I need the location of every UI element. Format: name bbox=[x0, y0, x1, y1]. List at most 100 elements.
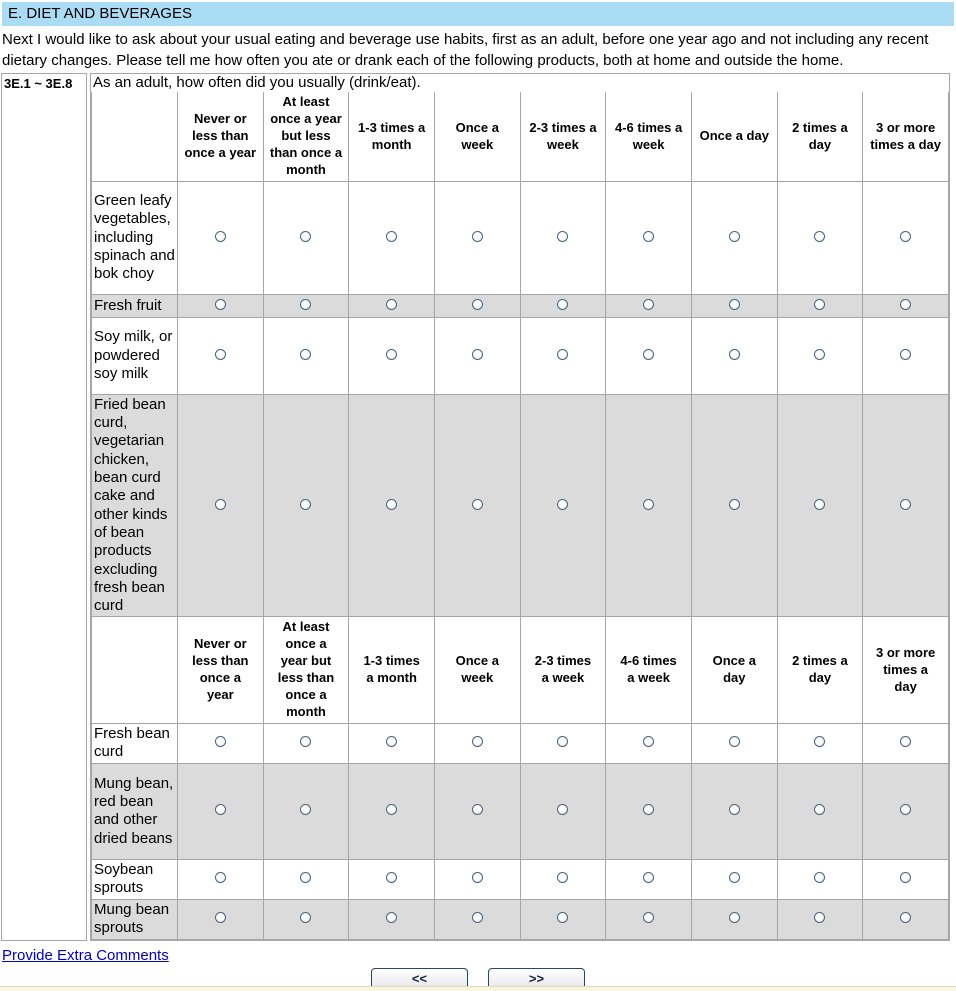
radio-button[interactable] bbox=[900, 298, 912, 310]
radio-button[interactable] bbox=[643, 736, 655, 748]
radio-button[interactable] bbox=[557, 348, 569, 360]
radio-button[interactable] bbox=[386, 498, 398, 510]
radio-button[interactable] bbox=[214, 498, 226, 510]
radio-button[interactable] bbox=[214, 736, 226, 748]
radio-button[interactable] bbox=[814, 804, 826, 816]
radio-button[interactable] bbox=[471, 348, 483, 360]
radio-button[interactable] bbox=[557, 298, 569, 310]
radio-button[interactable] bbox=[386, 872, 398, 884]
radio-button[interactable] bbox=[471, 230, 483, 242]
radio-cell bbox=[776, 293, 864, 318]
radio-cell bbox=[348, 858, 435, 900]
radio-button[interactable] bbox=[728, 872, 740, 884]
radio-cell bbox=[519, 180, 607, 295]
table-row: Soybean sprouts bbox=[91, 858, 949, 900]
radio-button[interactable] bbox=[814, 298, 826, 310]
radio-button[interactable] bbox=[300, 498, 312, 510]
radio-button[interactable] bbox=[643, 804, 655, 816]
radio-cell bbox=[690, 762, 778, 860]
column-header: Once a week bbox=[433, 92, 521, 182]
radio-button[interactable] bbox=[300, 804, 312, 816]
radio-button[interactable] bbox=[386, 736, 398, 748]
radio-button[interactable] bbox=[728, 804, 740, 816]
frequency-grid: Never or less than once a year At least o… bbox=[91, 92, 949, 940]
radio-cell bbox=[519, 393, 607, 618]
radio-button[interactable] bbox=[814, 872, 826, 884]
header-row-repeat: Never or less than once a year At least o… bbox=[91, 616, 949, 724]
radio-button[interactable] bbox=[471, 498, 483, 510]
radio-button[interactable] bbox=[900, 804, 912, 816]
radio-cell bbox=[776, 316, 864, 395]
radio-button[interactable] bbox=[471, 872, 483, 884]
radio-button[interactable] bbox=[814, 912, 826, 924]
radio-button[interactable] bbox=[471, 804, 483, 816]
radio-button[interactable] bbox=[728, 912, 740, 924]
corner-cell bbox=[91, 92, 178, 182]
radio-cell bbox=[262, 722, 350, 764]
radio-button[interactable] bbox=[300, 298, 312, 310]
radio-button[interactable] bbox=[471, 912, 483, 924]
radio-cell bbox=[177, 898, 264, 940]
radio-cell bbox=[262, 898, 350, 940]
column-header: 3 or more times a day bbox=[862, 92, 949, 182]
radio-button[interactable] bbox=[471, 298, 483, 310]
radio-button[interactable] bbox=[900, 348, 912, 360]
radio-button[interactable] bbox=[386, 804, 398, 816]
radio-cell bbox=[605, 316, 692, 395]
column-header: Never or less than once a year bbox=[177, 92, 264, 182]
radio-button[interactable] bbox=[214, 804, 226, 816]
radio-button[interactable] bbox=[814, 230, 826, 242]
radio-button[interactable] bbox=[728, 736, 740, 748]
radio-cell bbox=[433, 858, 521, 900]
radio-button[interactable] bbox=[643, 298, 655, 310]
radio-button[interactable] bbox=[643, 912, 655, 924]
radio-button[interactable] bbox=[728, 348, 740, 360]
radio-button[interactable] bbox=[557, 736, 569, 748]
radio-cell bbox=[605, 858, 692, 900]
radio-cell bbox=[177, 293, 264, 318]
radio-button[interactable] bbox=[557, 230, 569, 242]
radio-button[interactable] bbox=[214, 872, 226, 884]
radio-button[interactable] bbox=[900, 872, 912, 884]
radio-button[interactable] bbox=[386, 230, 398, 242]
radio-button[interactable] bbox=[900, 230, 912, 242]
radio-button[interactable] bbox=[557, 498, 569, 510]
radio-button[interactable] bbox=[814, 498, 826, 510]
radio-cell bbox=[262, 316, 350, 395]
radio-button[interactable] bbox=[643, 230, 655, 242]
radio-button[interactable] bbox=[557, 804, 569, 816]
radio-button[interactable] bbox=[900, 736, 912, 748]
radio-button[interactable] bbox=[214, 298, 226, 310]
radio-cell bbox=[519, 316, 607, 395]
radio-button[interactable] bbox=[814, 348, 826, 360]
radio-cell bbox=[177, 316, 264, 395]
provide-extra-comments-link[interactable]: Provide Extra Comments bbox=[2, 946, 169, 964]
radio-cell bbox=[519, 722, 607, 764]
radio-button[interactable] bbox=[557, 912, 569, 924]
radio-button[interactable] bbox=[728, 298, 740, 310]
radio-button[interactable] bbox=[900, 912, 912, 924]
radio-button[interactable] bbox=[557, 872, 569, 884]
radio-button[interactable] bbox=[728, 498, 740, 510]
radio-button[interactable] bbox=[300, 912, 312, 924]
radio-button[interactable] bbox=[386, 298, 398, 310]
radio-button[interactable] bbox=[300, 736, 312, 748]
radio-button[interactable] bbox=[300, 230, 312, 242]
radio-button[interactable] bbox=[214, 230, 226, 242]
radio-button[interactable] bbox=[643, 872, 655, 884]
radio-button[interactable] bbox=[643, 498, 655, 510]
radio-button[interactable] bbox=[214, 348, 226, 360]
radio-button[interactable] bbox=[386, 912, 398, 924]
radio-button[interactable] bbox=[900, 498, 912, 510]
radio-button[interactable] bbox=[214, 912, 226, 924]
forward-button[interactable]: >> bbox=[488, 967, 585, 990]
radio-button[interactable] bbox=[643, 348, 655, 360]
radio-button[interactable] bbox=[814, 736, 826, 748]
radio-button[interactable] bbox=[386, 348, 398, 360]
radio-cell bbox=[605, 393, 692, 618]
radio-button[interactable] bbox=[300, 872, 312, 884]
radio-button[interactable] bbox=[728, 230, 740, 242]
column-header: At least once a year but less than once … bbox=[262, 92, 350, 182]
radio-button[interactable] bbox=[471, 736, 483, 748]
radio-button[interactable] bbox=[300, 348, 312, 360]
